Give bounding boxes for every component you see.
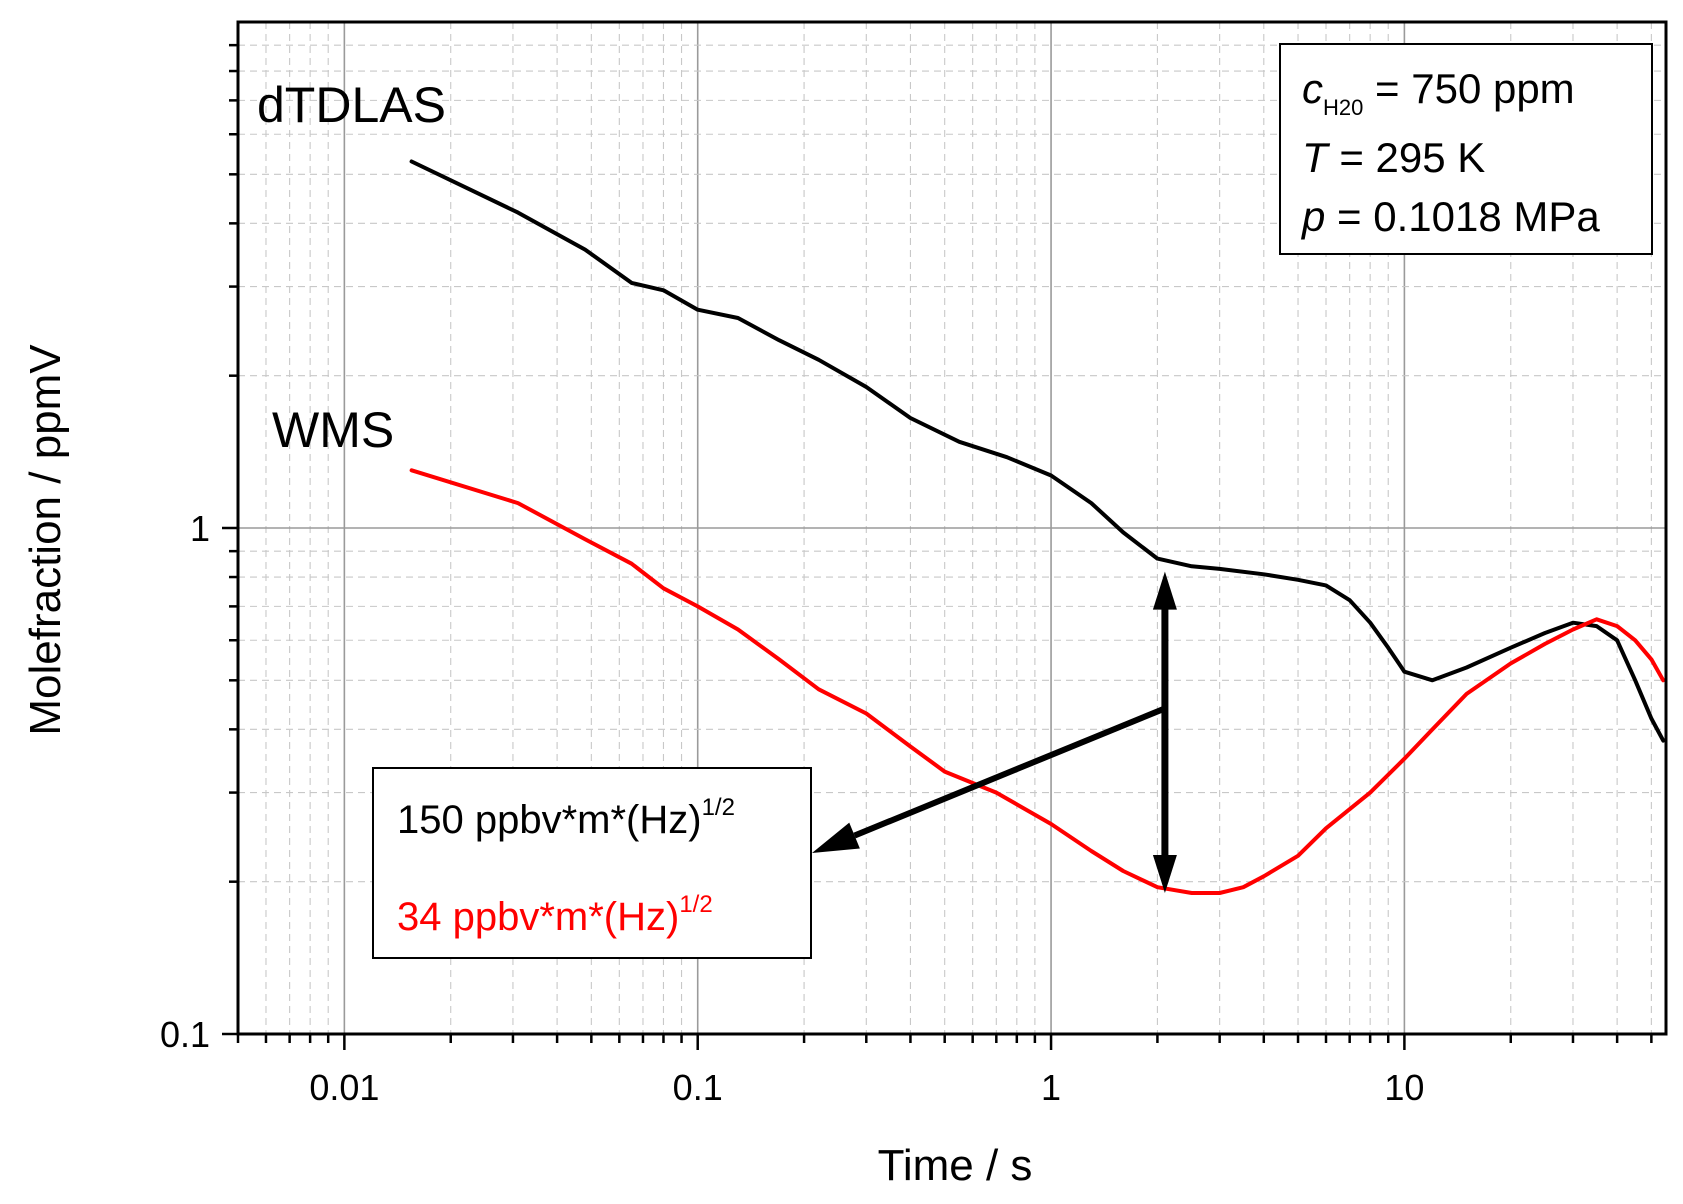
sensitivity-dtdlas-exponent: 1/2	[702, 794, 735, 821]
pointer-arrow-head	[812, 822, 860, 853]
conditions-temperature-value: = 295 K	[1328, 134, 1486, 181]
sensitivity-dtdlas-value: 150 ppbv*m*(Hz)	[397, 798, 702, 842]
sensitivity-dtdlas: 150 ppbv*m*(Hz)1/2	[397, 794, 735, 842]
data-layer	[409, 159, 1666, 895]
x-tick-label: 1	[1041, 1067, 1061, 1108]
series-line-wms	[409, 468, 1666, 895]
conditions-box-frame	[1279, 43, 1653, 255]
conditions-concentration-value: = 750 ppm	[1363, 65, 1574, 112]
double-arrow-head-up	[1152, 571, 1177, 610]
y-tick-label: 1	[190, 508, 210, 549]
conditions-sub-h20: H20	[1323, 95, 1363, 120]
tick-layer: 0.01 0.1 1 10 0.1 1	[160, 43, 1653, 1108]
conditions-line-concentration: cH20 = 750 ppm	[1302, 65, 1575, 120]
conditions-pressure-value: = 0.1018 MPa	[1325, 193, 1600, 240]
x-axis-title: Time / s	[878, 1141, 1033, 1190]
series-label-wms: WMS	[272, 402, 394, 458]
x-tick-label: 0.1	[673, 1067, 723, 1108]
arrow-layer	[812, 571, 1177, 893]
conditions-line-pressure: p = 0.1018 MPa	[1300, 193, 1600, 240]
conditions-var-p: p	[1300, 193, 1325, 240]
double-arrow-head-down	[1152, 854, 1177, 893]
conditions-var-t: T	[1302, 134, 1331, 181]
x-tick-label: 0.01	[309, 1067, 379, 1108]
conditions-var-c: c	[1302, 65, 1323, 112]
y-axis-title: Molefraction / ppmV	[21, 344, 70, 736]
pointer-arrow-shaft	[853, 705, 1167, 839]
sensitivity-box-frame	[372, 767, 812, 959]
y-tick-label: 0.1	[160, 1014, 210, 1055]
sensitivity-wms: 34 ppbv*m*(Hz)1/2	[397, 891, 713, 939]
conditions-line-temperature: T = 295 K	[1302, 134, 1485, 181]
series-label-dtdlas: dTDLAS	[257, 77, 446, 133]
sensitivity-wms-value: 34 ppbv*m*(Hz)	[397, 895, 679, 939]
conditions-box: cH20 = 750 ppm T = 295 K p = 0.1018 MPa	[1279, 43, 1653, 255]
sensitivity-wms-exponent: 1/2	[679, 891, 712, 918]
series-line-dtdlas	[409, 159, 1666, 743]
sensitivity-box: 150 ppbv*m*(Hz)1/2 34 ppbv*m*(Hz)1/2	[372, 767, 812, 959]
x-tick-label: 10	[1384, 1067, 1424, 1108]
